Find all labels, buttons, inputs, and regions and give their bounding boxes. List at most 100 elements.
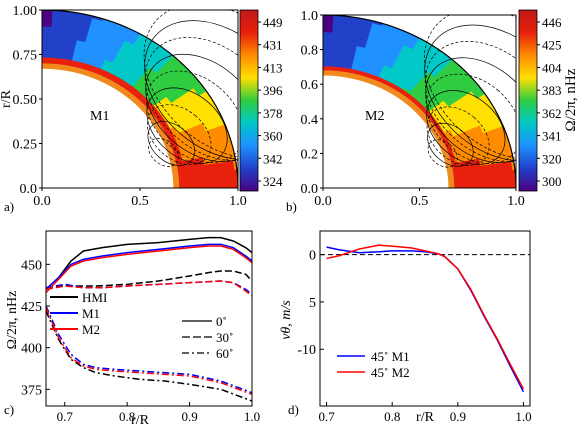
series-lines-d bbox=[320, 244, 530, 393]
map-cell bbox=[183, 180, 187, 188]
y-tick-label: 0.4 bbox=[301, 113, 319, 128]
map-cell bbox=[323, 53, 332, 56]
series-line-m1-60 bbox=[46, 305, 252, 394]
y-tick-label: 0.0 bbox=[20, 182, 38, 197]
rotation-map-a bbox=[42, 10, 238, 188]
x-tick-labels-c: 0.7 0.8 0.9 1.0 bbox=[57, 402, 260, 424]
legend-label: M2 bbox=[82, 322, 100, 337]
map-cell bbox=[42, 11, 53, 15]
map-cell bbox=[181, 181, 184, 188]
legend-label: M1 bbox=[82, 306, 100, 321]
map-cell bbox=[475, 180, 479, 188]
panel-label-d: d) bbox=[288, 402, 299, 417]
colorbar-tick-label: 360 bbox=[263, 129, 283, 144]
colorbar-tick-label: 300 bbox=[542, 174, 562, 189]
y-tick-label: 0.2 bbox=[301, 147, 319, 162]
colorbar-tick-label: 425 bbox=[542, 38, 562, 53]
series-line-hmi-0 bbox=[46, 236, 252, 290]
panel-d: 0.7 0.8 0.9 1.0 0 5 -10 r/R vθ, m/s d) 45˚ M1… bbox=[279, 230, 532, 425]
colorbar-tick-label: 383 bbox=[542, 83, 562, 98]
panel-label-c: c) bbox=[4, 402, 14, 417]
map-cell bbox=[178, 181, 182, 188]
x-tick-labels-b: 0.0 0.5 1.0 bbox=[314, 188, 525, 209]
streamline-contour bbox=[426, 106, 490, 166]
x-axis-label-c: r/R bbox=[131, 413, 150, 428]
streamline-contour bbox=[423, 15, 516, 161]
colorbar-tick-label: 362 bbox=[542, 106, 562, 121]
x-tick-label: 1.0 bbox=[515, 409, 531, 424]
streamline-contour bbox=[143, 10, 238, 159]
map-cell bbox=[472, 180, 476, 188]
colorbar-tick-label: 378 bbox=[263, 106, 283, 121]
map-cell bbox=[323, 23, 333, 27]
panel-label-a: a) bbox=[4, 199, 14, 214]
map-cell bbox=[42, 13, 53, 17]
surface-outline bbox=[42, 10, 238, 188]
streamline-contour bbox=[424, 41, 516, 162]
map-cell bbox=[42, 32, 52, 36]
y-axis-label-a: r/R bbox=[0, 89, 14, 108]
map-cell bbox=[42, 54, 50, 58]
y-axis-label-c: Ω/2π, nHz bbox=[5, 291, 20, 350]
y-tick-label: -10 bbox=[297, 343, 316, 358]
y-tick-label: 0.0 bbox=[301, 182, 319, 197]
map-cell bbox=[323, 65, 331, 69]
streamline-contour bbox=[145, 53, 238, 162]
series-line-m2-60 bbox=[46, 307, 252, 396]
map-cell bbox=[323, 31, 333, 35]
series-line-45-m1 bbox=[326, 246, 525, 393]
streamline-contour bbox=[147, 104, 212, 165]
streamline-contour bbox=[424, 24, 516, 162]
streamline-contour bbox=[427, 122, 474, 167]
y-tick-label: 450 bbox=[21, 258, 42, 273]
x-tick-labels-a: 0.0 0.5 1.0 bbox=[33, 188, 247, 209]
surface-outline bbox=[323, 15, 516, 188]
model-label-m1: M1 bbox=[90, 109, 109, 124]
map-cell bbox=[42, 34, 52, 38]
x-tick-label: 0.8 bbox=[119, 409, 135, 424]
x-tick-label: 0.7 bbox=[318, 409, 335, 424]
map-cell bbox=[323, 57, 331, 61]
colorbar-tick-label: 449 bbox=[263, 15, 283, 30]
x-tick-label: 1.0 bbox=[244, 409, 260, 424]
y-tick-label: 0.6 bbox=[301, 78, 319, 93]
colorbar-b bbox=[518, 9, 538, 192]
streamline-contour bbox=[426, 90, 506, 165]
map-cell bbox=[482, 180, 486, 188]
streamline-contour bbox=[144, 37, 238, 161]
colorbar-tick-label: 342 bbox=[263, 151, 283, 166]
map-cell bbox=[323, 63, 331, 67]
contour-lines-b bbox=[323, 15, 516, 188]
colorbar-tick-label: 413 bbox=[263, 60, 283, 75]
y-tick-label: 400 bbox=[21, 342, 42, 357]
map-cell bbox=[42, 30, 52, 34]
map-cell bbox=[42, 50, 51, 54]
map-cell bbox=[323, 27, 333, 31]
map-cell bbox=[42, 22, 52, 25]
map-cell bbox=[458, 181, 462, 188]
map-cell bbox=[42, 15, 53, 19]
map-cell bbox=[465, 180, 469, 188]
series-line-m2-30 bbox=[46, 280, 252, 297]
map-cell bbox=[42, 57, 50, 60]
map-cell bbox=[323, 40, 332, 44]
y-axis-label-d: vθ, m/s bbox=[279, 300, 294, 340]
series-line-hmi-60 bbox=[46, 310, 252, 402]
streamline-contour bbox=[146, 87, 228, 164]
map-cell bbox=[323, 50, 332, 54]
streamline-contour bbox=[425, 57, 516, 163]
y-tick-label: 1.00 bbox=[13, 4, 38, 19]
colorbar-tick-label: 341 bbox=[542, 129, 562, 144]
colorbar-ticks-b: 446 425 404 383 362 341 320 300 bbox=[537, 15, 562, 189]
legend-label: 30˚ bbox=[216, 330, 233, 345]
colorbar-tick-label: 446 bbox=[542, 15, 562, 30]
colorbar-tick-label: 431 bbox=[263, 38, 283, 53]
map-cell bbox=[42, 28, 52, 31]
map-cell bbox=[323, 33, 333, 37]
x-tick-label: 0.7 bbox=[57, 409, 74, 424]
map-cell bbox=[42, 18, 52, 21]
map-cell bbox=[42, 24, 52, 27]
